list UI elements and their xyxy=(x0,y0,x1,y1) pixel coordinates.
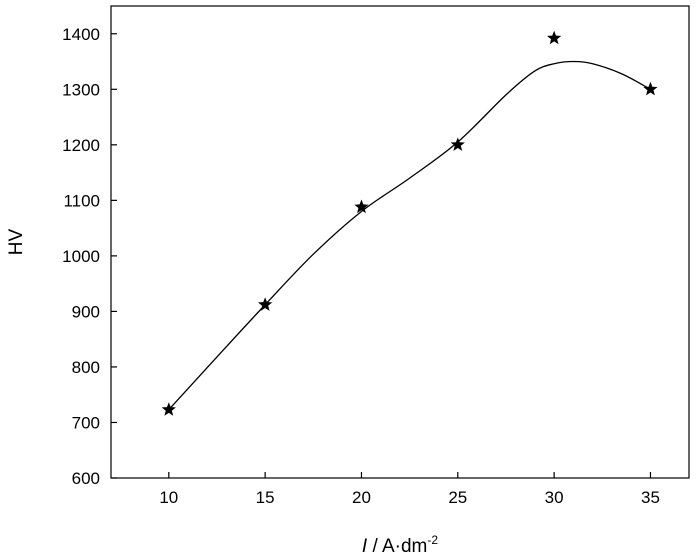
x-tick-label: 10 xyxy=(159,488,178,507)
y-tick-label: 1100 xyxy=(63,191,100,210)
x-axis-title: I / A·dm-2 xyxy=(362,533,438,557)
x-tick-label: 30 xyxy=(545,488,564,507)
x-tick-label: 35 xyxy=(641,488,660,507)
data-point-star xyxy=(161,402,176,416)
x-axis-title-symbol: I xyxy=(362,536,368,557)
y-tick-label: 1300 xyxy=(62,80,100,99)
y-tick-label: 1400 xyxy=(62,25,100,44)
x-tick-label: 20 xyxy=(352,488,371,507)
data-point-star xyxy=(258,297,273,311)
y-tick-label: 800 xyxy=(72,358,100,377)
y-tick-label: 600 xyxy=(72,469,100,488)
data-markers xyxy=(161,30,658,416)
data-point-star xyxy=(643,81,658,96)
x-tick-label: 15 xyxy=(256,488,275,507)
y-tick-label: 900 xyxy=(72,302,100,321)
y-tick-label: 700 xyxy=(72,413,100,432)
y-tick-label: 1200 xyxy=(62,136,100,155)
x-tick-label: 25 xyxy=(448,488,467,507)
x-axis-title-unit: / A·dm xyxy=(367,536,427,557)
x-axis-title-exponent: -2 xyxy=(427,533,438,547)
data-point-star xyxy=(547,30,562,45)
y-axis: 600 700 800 900 1000 1100 1200 1300 1400 xyxy=(62,25,117,488)
fit-curve xyxy=(168,60,651,411)
y-tick-label: 1000 xyxy=(62,247,100,266)
data-point-star xyxy=(354,199,369,214)
x-axis: 10 15 20 25 30 35 xyxy=(159,472,660,507)
plot-frame xyxy=(110,5,690,479)
data-point-star xyxy=(450,137,465,151)
y-axis-title: HV xyxy=(6,228,27,255)
